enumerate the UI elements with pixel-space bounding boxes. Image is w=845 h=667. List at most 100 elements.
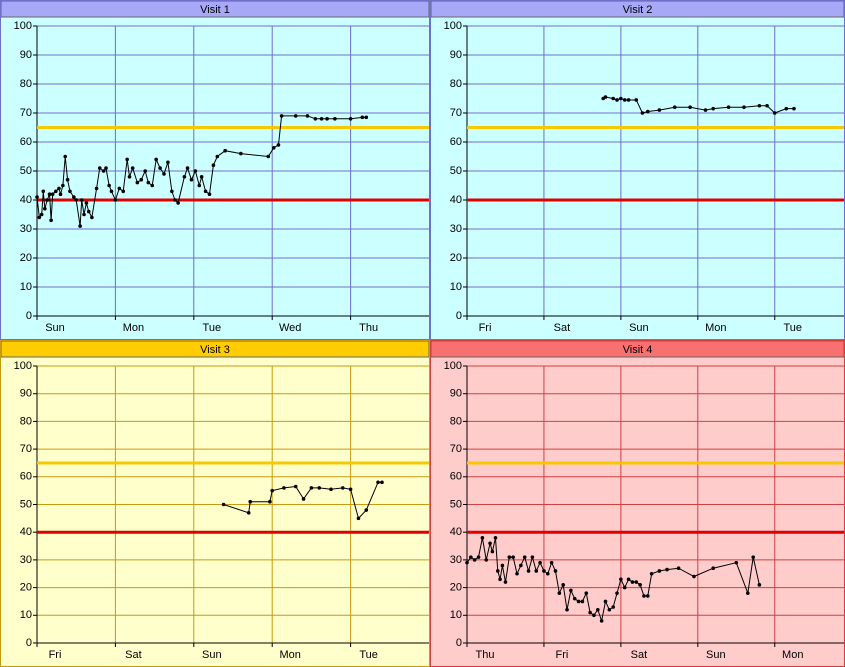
x-tick-label: Sun	[202, 649, 222, 661]
y-tick-label: 70	[450, 443, 462, 455]
data-point	[619, 96, 623, 101]
data-point	[41, 189, 46, 194]
y-tick-label: 0	[26, 637, 32, 649]
data-point	[333, 117, 337, 121]
data-point	[490, 549, 495, 554]
data-point	[615, 98, 619, 102]
panel-background	[0, 340, 430, 667]
data-point	[584, 591, 589, 595]
panel-title: Visit 3	[200, 344, 230, 356]
panel-background	[430, 340, 845, 667]
x-tick-label: Fri	[49, 649, 62, 661]
data-point	[166, 160, 170, 165]
data-point	[665, 567, 669, 572]
data-point	[113, 198, 118, 202]
data-point	[35, 195, 39, 199]
x-tick-label: Mon	[123, 322, 144, 334]
data-point	[530, 555, 535, 559]
data-point	[657, 108, 662, 112]
y-tick-label: 90	[20, 49, 32, 61]
data-point	[553, 569, 558, 573]
data-point	[538, 560, 542, 565]
data-point	[592, 613, 596, 618]
y-tick-label: 10	[450, 281, 462, 293]
data-point	[726, 105, 731, 109]
data-point	[68, 189, 72, 194]
data-point	[49, 218, 53, 223]
data-point	[580, 599, 585, 604]
data-point	[135, 180, 140, 185]
data-point	[640, 111, 645, 115]
x-tick-label: Mon	[279, 649, 300, 661]
y-tick-label: 0	[26, 310, 32, 322]
data-point	[511, 555, 515, 559]
data-point	[182, 175, 187, 179]
panel-background	[0, 0, 430, 340]
y-tick-label: 80	[450, 415, 462, 427]
data-point	[703, 108, 708, 112]
y-tick-label: 50	[20, 498, 32, 510]
panel-title: Visit 4	[623, 344, 653, 356]
data-point	[309, 486, 314, 490]
data-point	[519, 563, 523, 568]
y-tick-label: 30	[450, 223, 462, 235]
data-point	[266, 154, 271, 159]
data-point	[642, 594, 646, 598]
data-point	[503, 580, 508, 584]
data-point	[364, 115, 369, 120]
panel: Visit 3 0 10 20 30 40 50 60 70 80 90 100 Fri Sat Sun Mo…	[0, 340, 430, 667]
data-point	[146, 180, 151, 185]
y-tick-label: 60	[20, 471, 32, 483]
data-point	[611, 96, 615, 101]
x-tick-label: Sun	[706, 649, 726, 661]
x-tick-label: Sat	[631, 649, 648, 661]
data-point	[576, 599, 581, 604]
data-point	[211, 163, 216, 167]
data-point	[500, 563, 505, 568]
data-point	[109, 189, 114, 194]
data-point	[340, 486, 345, 490]
data-point	[57, 186, 61, 191]
x-tick-label: Tue	[203, 322, 222, 334]
y-tick-label: 10	[20, 281, 32, 293]
y-tick-label: 20	[20, 582, 32, 594]
data-point	[173, 198, 177, 202]
data-point	[268, 499, 272, 504]
data-point	[515, 571, 519, 576]
data-point	[84, 201, 89, 205]
y-tick-label: 40	[450, 194, 462, 206]
data-point	[784, 106, 789, 111]
data-point	[380, 480, 384, 485]
data-point	[507, 555, 512, 559]
y-tick-label: 50	[450, 498, 462, 510]
data-point	[619, 577, 623, 582]
data-point	[79, 198, 84, 202]
data-point	[672, 105, 677, 109]
data-point	[203, 189, 208, 194]
y-tick-label: 40	[20, 194, 32, 206]
data-point	[127, 175, 132, 179]
data-point	[569, 588, 573, 593]
data-point	[82, 212, 86, 217]
y-tick-label: 90	[450, 49, 462, 61]
data-point	[607, 607, 612, 612]
data-point	[638, 583, 642, 587]
data-point	[711, 106, 716, 111]
data-point	[319, 117, 324, 121]
data-line	[602, 96, 794, 114]
data-point	[313, 117, 318, 121]
data-point	[545, 571, 550, 576]
data-point	[493, 535, 498, 540]
data-point	[534, 569, 539, 573]
data-point	[50, 192, 55, 196]
x-tick-label: Sun	[45, 322, 65, 334]
data-point	[711, 566, 716, 571]
data-point	[557, 591, 562, 595]
data-point	[65, 177, 70, 182]
data-point	[364, 508, 369, 512]
panel-border	[0, 0, 430, 340]
data-point	[692, 574, 696, 579]
data-point	[765, 103, 769, 108]
data-point	[476, 555, 481, 559]
data-point	[197, 183, 202, 188]
